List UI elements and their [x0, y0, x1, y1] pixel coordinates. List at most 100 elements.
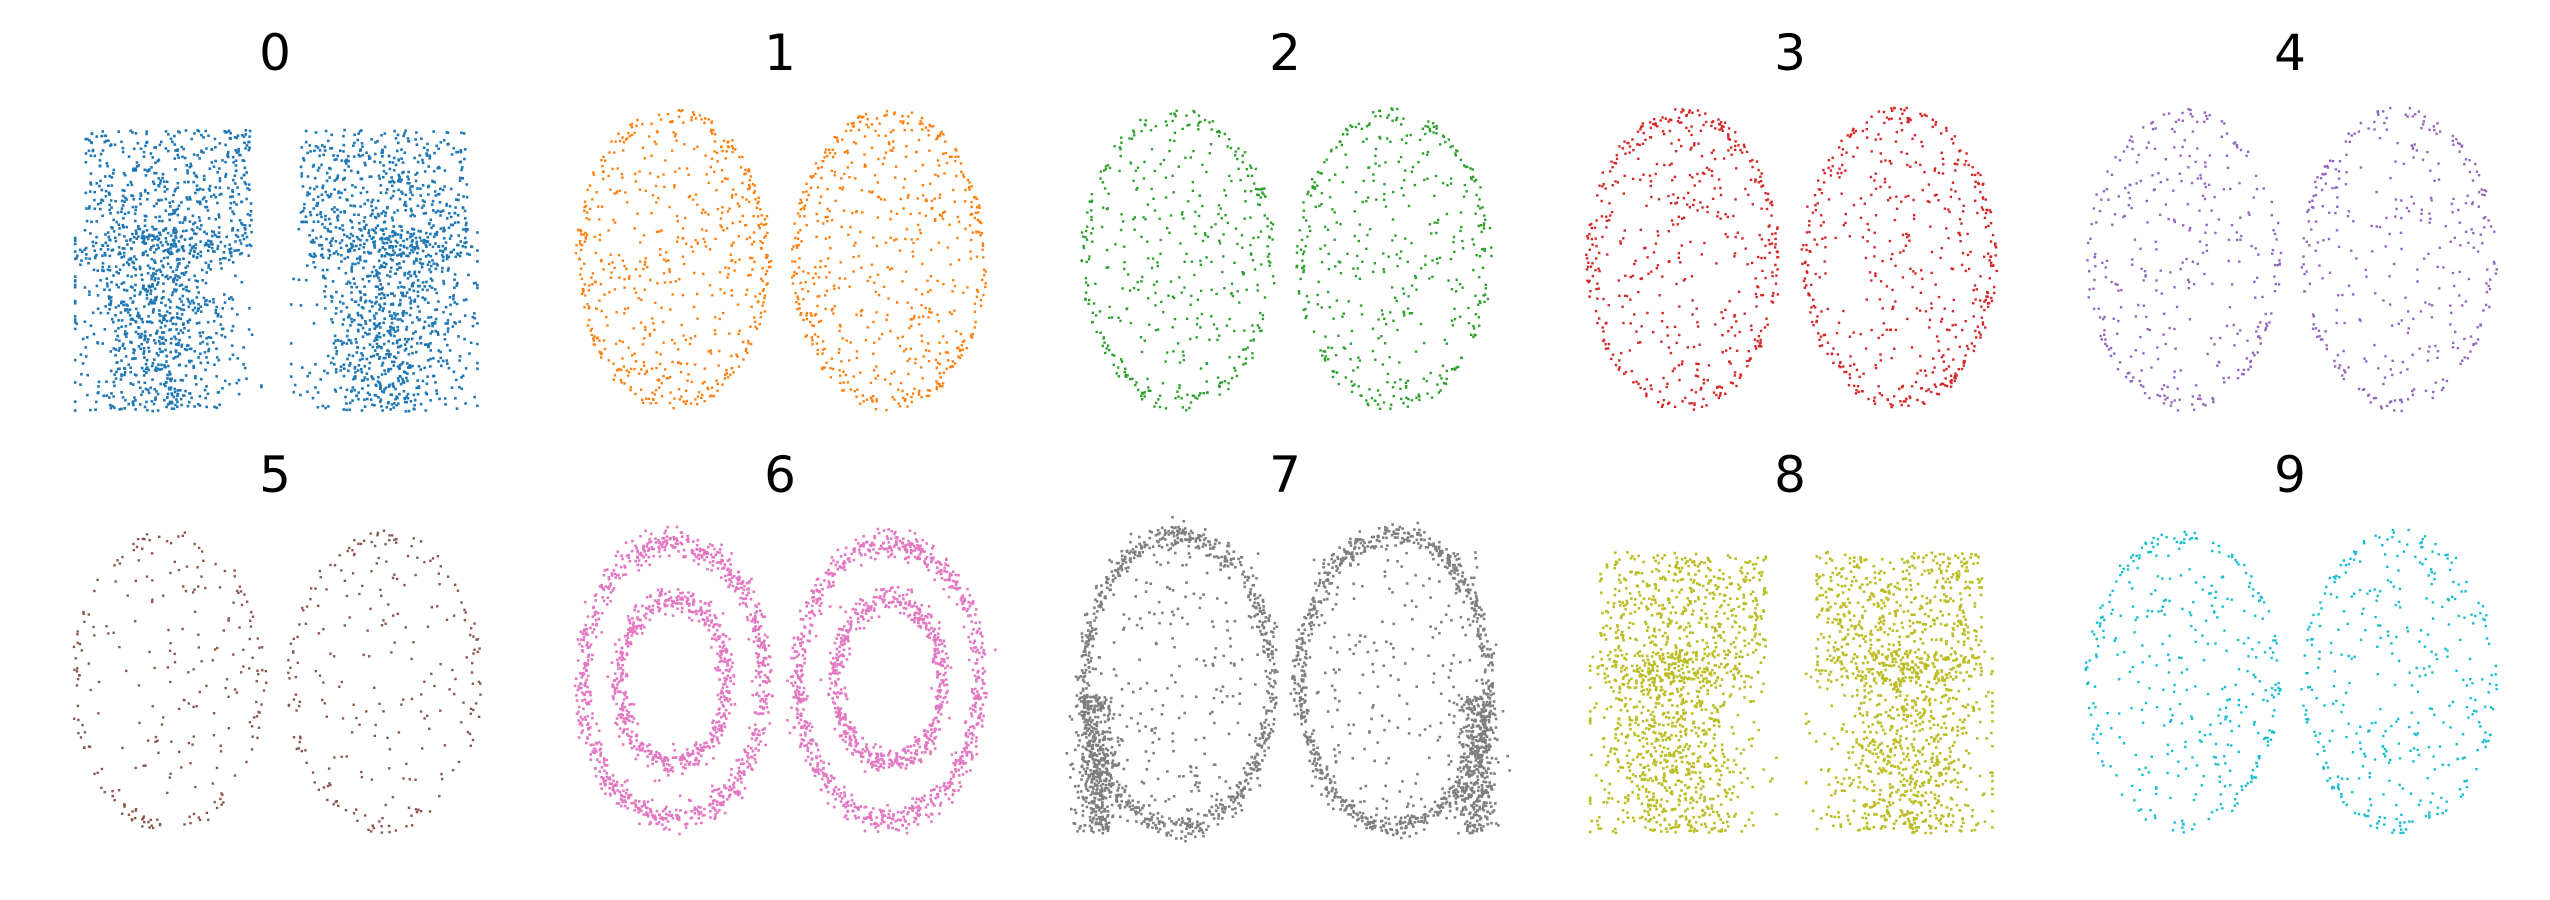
data-point — [320, 215, 323, 219]
data-point — [205, 299, 208, 302]
data-point — [345, 235, 349, 238]
data-point — [966, 286, 969, 289]
data-point — [398, 375, 402, 378]
data-point — [396, 209, 400, 212]
data-point — [391, 219, 395, 222]
data-point — [192, 171, 196, 175]
data-point — [822, 159, 825, 163]
data-point — [599, 283, 603, 286]
data-point — [1335, 146, 1338, 149]
data-point — [1490, 254, 1493, 258]
data-point — [112, 274, 115, 277]
data-point — [1420, 267, 1423, 270]
data-point — [368, 299, 372, 303]
data-point — [1396, 264, 1399, 268]
data-point — [187, 261, 191, 264]
data-point — [724, 266, 727, 269]
data-point — [360, 316, 364, 320]
data-point — [152, 339, 156, 342]
data-point — [1426, 150, 1430, 154]
data-point — [732, 188, 735, 191]
data-point — [811, 343, 814, 346]
data-point — [432, 235, 436, 239]
data-point — [371, 376, 374, 380]
data-point — [714, 332, 717, 336]
data-point — [393, 355, 396, 359]
data-point — [968, 186, 971, 189]
data-point — [1389, 403, 1393, 406]
data-point — [333, 388, 337, 391]
data-point — [234, 148, 237, 152]
data-point — [113, 373, 116, 376]
data-point — [696, 317, 699, 320]
data-point — [382, 210, 385, 213]
data-point — [159, 350, 162, 354]
data-point — [161, 264, 164, 267]
data-point — [132, 198, 136, 201]
data-point — [1231, 294, 1235, 298]
data-point — [928, 307, 931, 310]
data-point — [166, 373, 169, 377]
data-point — [425, 280, 428, 284]
data-point — [1472, 324, 1475, 328]
data-point — [1261, 314, 1265, 317]
data-point — [1164, 407, 1168, 410]
data-point — [1344, 347, 1347, 350]
data-point — [754, 295, 757, 298]
data-point — [802, 206, 805, 209]
data-point — [373, 327, 377, 330]
data-point — [171, 140, 174, 144]
data-point — [120, 373, 123, 376]
data-point — [938, 196, 941, 200]
data-point — [146, 254, 149, 257]
data-point — [727, 376, 730, 379]
data-point — [1391, 239, 1394, 242]
data-point — [151, 311, 155, 314]
data-point — [203, 244, 207, 247]
data-point — [345, 306, 349, 309]
data-point — [1236, 242, 1239, 246]
data-point — [109, 299, 113, 303]
data-point — [623, 278, 626, 281]
data-point — [153, 287, 157, 291]
data-point — [935, 386, 939, 389]
data-point — [73, 318, 77, 321]
data-point — [716, 382, 719, 386]
data-point — [1257, 236, 1260, 239]
data-point — [816, 335, 820, 338]
data-point — [314, 131, 318, 134]
data-point — [1375, 198, 1378, 201]
data-point — [1257, 193, 1260, 197]
data-point — [1461, 239, 1464, 243]
data-point — [324, 129, 328, 133]
data-point — [753, 184, 756, 187]
data-point — [389, 253, 392, 257]
data-point — [96, 202, 100, 206]
data-point — [118, 408, 121, 411]
data-point — [956, 215, 960, 219]
data-point — [852, 121, 855, 125]
data-point — [373, 302, 377, 305]
data-point — [821, 367, 824, 371]
data-point — [388, 275, 392, 278]
data-point — [945, 161, 949, 165]
data-point — [846, 166, 849, 169]
data-point — [1424, 254, 1427, 258]
data-point — [889, 130, 893, 134]
data-point — [1374, 115, 1377, 118]
data-point — [387, 253, 390, 256]
data-point — [796, 246, 799, 249]
data-point — [1266, 255, 1270, 258]
data-point — [1234, 227, 1238, 230]
data-point — [1376, 403, 1380, 406]
data-point — [441, 359, 445, 363]
data-point — [210, 148, 213, 151]
data-point — [609, 188, 612, 191]
data-point — [859, 230, 862, 234]
data-point — [763, 294, 767, 297]
data-point — [918, 212, 921, 215]
data-point — [79, 263, 82, 267]
data-point — [1244, 190, 1247, 193]
data-point — [411, 321, 414, 324]
data-point — [830, 219, 834, 222]
